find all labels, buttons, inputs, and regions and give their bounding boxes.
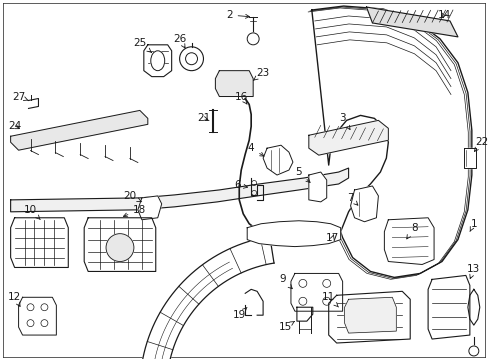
Polygon shape (427, 275, 469, 339)
Text: 5: 5 (295, 167, 309, 183)
Ellipse shape (150, 51, 164, 71)
Polygon shape (11, 168, 348, 212)
Polygon shape (311, 6, 471, 278)
Text: 20: 20 (123, 191, 142, 202)
Text: 1: 1 (469, 219, 476, 231)
Polygon shape (263, 145, 292, 175)
Polygon shape (290, 274, 342, 311)
Text: 17: 17 (325, 233, 339, 243)
Text: 12: 12 (8, 292, 21, 306)
Polygon shape (350, 186, 378, 222)
Text: 11: 11 (322, 292, 338, 307)
Circle shape (179, 47, 203, 71)
Polygon shape (11, 218, 68, 267)
Text: 2: 2 (225, 10, 249, 20)
Polygon shape (366, 7, 457, 37)
Text: 10: 10 (24, 205, 40, 220)
Polygon shape (463, 148, 475, 168)
Text: 7: 7 (346, 193, 357, 205)
Text: 13: 13 (466, 265, 480, 279)
Polygon shape (308, 172, 326, 202)
Polygon shape (11, 111, 147, 150)
Text: 8: 8 (406, 223, 417, 239)
Text: 16: 16 (234, 91, 247, 104)
Polygon shape (19, 297, 56, 335)
Polygon shape (384, 218, 433, 265)
Text: 14: 14 (436, 10, 450, 20)
Text: 18: 18 (123, 205, 146, 217)
Polygon shape (344, 297, 395, 333)
Text: 21: 21 (197, 113, 210, 123)
Polygon shape (84, 218, 156, 271)
Text: 15: 15 (278, 321, 294, 332)
Text: 9: 9 (279, 274, 292, 289)
Polygon shape (328, 291, 409, 343)
Text: 26: 26 (173, 34, 186, 48)
Text: 27: 27 (12, 91, 28, 102)
Polygon shape (247, 221, 340, 247)
Polygon shape (143, 45, 171, 77)
Circle shape (468, 346, 478, 356)
Text: 4: 4 (247, 143, 264, 156)
Circle shape (185, 53, 197, 65)
Text: 24: 24 (8, 121, 21, 131)
Text: 6: 6 (233, 180, 247, 190)
Circle shape (247, 33, 259, 45)
Text: 23: 23 (253, 68, 269, 80)
Text: 3: 3 (339, 113, 349, 130)
Polygon shape (215, 71, 253, 96)
Polygon shape (140, 237, 273, 360)
Text: 22: 22 (473, 137, 488, 152)
Circle shape (106, 234, 134, 261)
Text: 25: 25 (133, 38, 151, 53)
Polygon shape (308, 120, 387, 155)
Text: 19: 19 (232, 307, 246, 320)
Polygon shape (138, 196, 162, 220)
